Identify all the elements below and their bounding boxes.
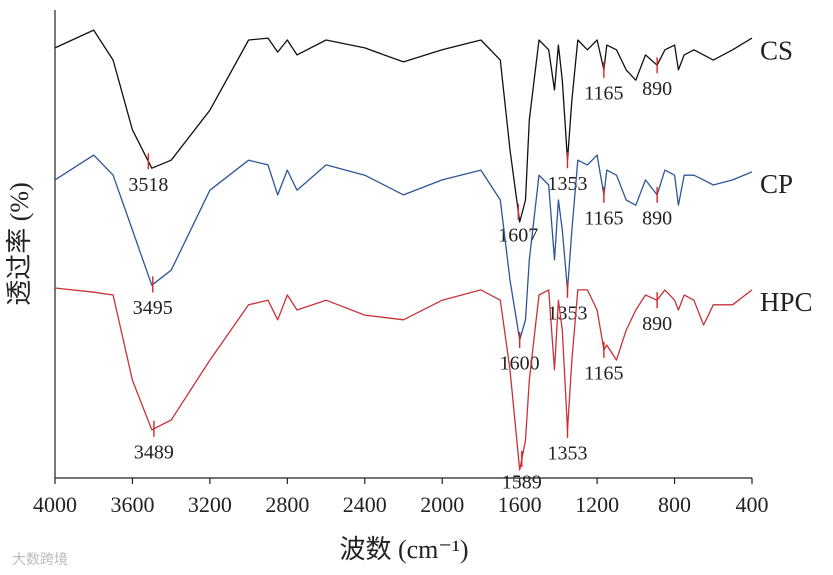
peak-label: 1353: [547, 302, 587, 324]
peak-label: 3489: [134, 441, 174, 463]
spectrum-line: [54, 29, 753, 223]
x-tick-label: 400: [736, 492, 769, 517]
series-label: CP: [760, 169, 793, 199]
x-tick-label: 3600: [110, 492, 154, 517]
peak-label: 1353: [547, 173, 587, 195]
spectrum-line: [54, 287, 753, 471]
spectrum-line: [54, 154, 753, 341]
peak-label: 890: [642, 207, 672, 229]
peak-label: 3518: [128, 174, 168, 196]
x-tick-label: 2400: [343, 492, 387, 517]
y-axis-label: 透过率 (%): [5, 182, 34, 305]
peak-label: 1165: [584, 207, 623, 229]
peak-label: 890: [642, 78, 672, 100]
x-tick-label: 2000: [420, 492, 464, 517]
x-tick-label: 3200: [188, 492, 232, 517]
peak-label: 1589: [502, 472, 542, 494]
x-tick-label: 800: [658, 492, 691, 517]
x-axis-label: 波数 (cm⁻¹): [339, 535, 468, 564]
series-label: CS: [760, 35, 793, 65]
peak-label: 1165: [584, 362, 623, 384]
peak-label: 1600: [500, 353, 540, 375]
peak-label: 1353: [547, 442, 587, 464]
peak-label: 1607: [498, 225, 538, 247]
x-tick-label: 1600: [498, 492, 542, 517]
peak-label: 1165: [584, 82, 623, 104]
peak-label: 3495: [133, 297, 173, 319]
series-label: HPC: [760, 287, 813, 317]
x-tick-label: 4000: [33, 492, 77, 517]
x-tick-label: 1200: [575, 492, 619, 517]
peak-label: 890: [642, 313, 672, 335]
watermark: 大数跨境: [12, 552, 68, 568]
x-tick-label: 2800: [265, 492, 309, 517]
